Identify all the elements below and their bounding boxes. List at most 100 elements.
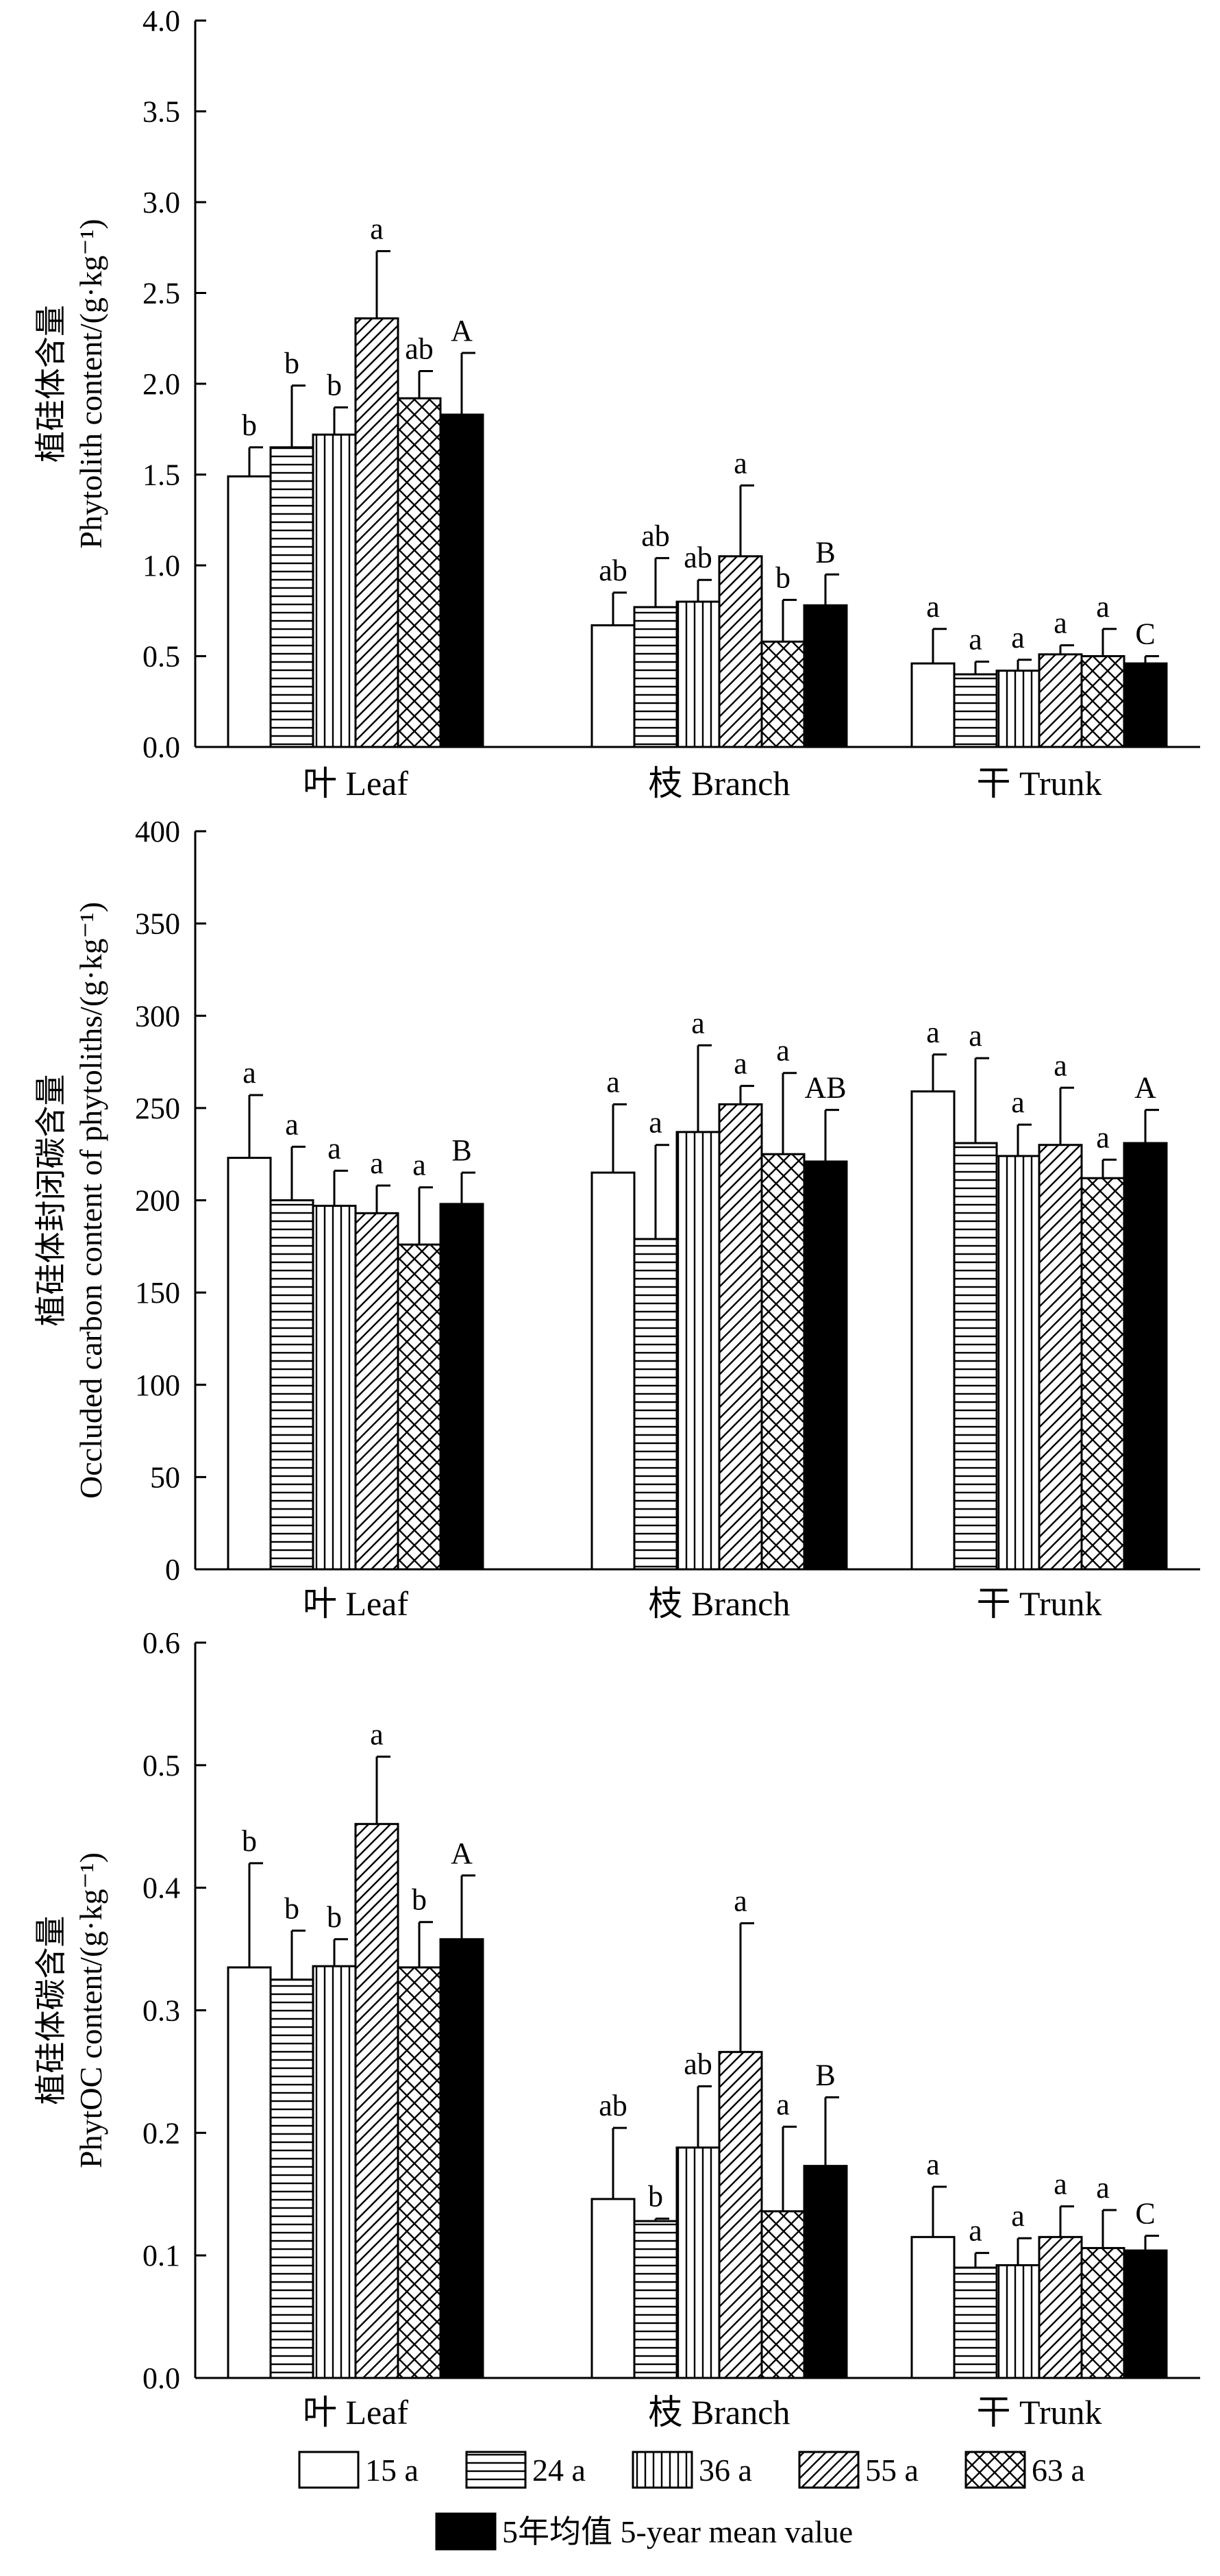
legend-item: 55 a bbox=[798, 2451, 919, 2489]
category-label: 叶 Leaf bbox=[303, 1584, 408, 1623]
significance-label: a bbox=[734, 1047, 747, 1081]
significance-label: b bbox=[775, 561, 790, 594]
category-label: 叶 Leaf bbox=[303, 764, 408, 802]
bar bbox=[1080, 655, 1125, 748]
bar bbox=[590, 1171, 636, 1571]
bar bbox=[718, 555, 763, 748]
legend-label: 63 a bbox=[1032, 2453, 1085, 2488]
chart-panel-1: 0.0 0.5 1.0 1.5 2.0 2.5 3.0 3.5 4.0 植硅体含量 Phytolit… bbox=[34, 4, 1200, 802]
legend-label: 24 a bbox=[532, 2453, 586, 2488]
category-label: 干 Trunk bbox=[977, 2393, 1102, 2431]
bar bbox=[953, 2266, 998, 2379]
significance-label: a bbox=[926, 1016, 940, 1049]
bar bbox=[910, 1090, 956, 1571]
significance-label: a bbox=[969, 2214, 982, 2248]
legend-swatch bbox=[435, 2512, 497, 2551]
significance-label: b bbox=[284, 347, 299, 380]
significance-label: B bbox=[451, 1133, 471, 1167]
bar bbox=[397, 1966, 442, 2379]
y-tick-label: 0.3 bbox=[142, 1994, 180, 2028]
bar bbox=[675, 1131, 721, 1571]
bar bbox=[675, 600, 721, 748]
bar bbox=[760, 1153, 806, 1571]
bar bbox=[675, 2146, 721, 2379]
y-tick-label: 0.5 bbox=[142, 640, 180, 674]
significance-label: A bbox=[451, 1837, 473, 1870]
bar bbox=[1038, 653, 1083, 748]
significance-label: a bbox=[649, 1106, 662, 1140]
bar bbox=[1080, 2246, 1125, 2379]
bar bbox=[312, 433, 357, 748]
y-tick-label: 200 bbox=[135, 1184, 180, 1218]
significance-label: b bbox=[242, 1824, 257, 1858]
y-axis-label-cn: 植硅体含量 bbox=[34, 305, 69, 463]
significance-label: a bbox=[776, 2087, 790, 2121]
significance-label: a bbox=[734, 446, 747, 480]
significance-label: b bbox=[327, 368, 342, 402]
significance-label: a bbox=[1054, 2168, 1067, 2201]
significance-label: a bbox=[1096, 1120, 1110, 1154]
legend-swatch bbox=[298, 2451, 360, 2489]
significance-label: a bbox=[412, 1149, 426, 1182]
category-label: 枝 Branch bbox=[649, 2393, 790, 2431]
bar bbox=[397, 1243, 442, 1571]
y-axis-label-en: Phytolith content/(g·kg⁻¹) bbox=[73, 219, 108, 548]
y-tick-label: 0.0 bbox=[142, 2362, 180, 2395]
significance-label: ab bbox=[599, 554, 627, 587]
significance-label: AB bbox=[804, 1071, 846, 1105]
chart-panel-2: 0 50 100 150 200 250 300 350 400 植硅体封闭碳含量 Occluded… bbox=[34, 815, 1200, 1623]
legend-label: 5年均值 5-year mean value bbox=[502, 2514, 853, 2549]
legend: 15 a 24 a 36 a 55 a 63 a 5年均值 5-year mean val… bbox=[298, 2451, 1085, 2551]
bar bbox=[269, 446, 314, 748]
y-axis-label-en: PhytOC content/(g·kg⁻¹) bbox=[73, 1852, 108, 2168]
legend-item: 15 a bbox=[298, 2451, 419, 2489]
significance-label: b bbox=[648, 2180, 663, 2213]
significance-label: C bbox=[1135, 617, 1155, 651]
significance-label: a bbox=[370, 1717, 384, 1751]
category-label: 叶 Leaf bbox=[303, 2393, 408, 2431]
bar bbox=[1123, 2249, 1168, 2379]
y-tick-label: 3.0 bbox=[142, 186, 180, 219]
y-tick-label: 0.6 bbox=[142, 1626, 180, 1660]
significance-label: A bbox=[1134, 1071, 1156, 1105]
y-tick-label: 1.0 bbox=[142, 549, 180, 582]
bar bbox=[995, 1155, 1041, 1571]
bar bbox=[910, 2235, 956, 2379]
y-tick-label: 100 bbox=[135, 1369, 180, 1402]
bar bbox=[269, 1978, 314, 2379]
y-tick-label: 50 bbox=[150, 1460, 180, 1494]
y-tick-label: 250 bbox=[135, 1092, 180, 1125]
y-tick-label: 300 bbox=[135, 999, 180, 1033]
significance-label: a bbox=[691, 1006, 705, 1040]
significance-label: a bbox=[1096, 590, 1110, 624]
significance-label: a bbox=[327, 1131, 341, 1165]
bar bbox=[1123, 1142, 1168, 1571]
bar bbox=[439, 1938, 484, 2379]
y-tick-label: 3.5 bbox=[142, 95, 180, 129]
significance-label: a bbox=[606, 1065, 620, 1099]
significance-label: a bbox=[969, 622, 982, 656]
bar bbox=[633, 1238, 678, 1571]
bar bbox=[803, 1160, 848, 1571]
legend-label: 15 a bbox=[365, 2453, 419, 2488]
legend-label: 55 a bbox=[865, 2453, 919, 2488]
bar bbox=[633, 2220, 678, 2379]
legend-swatch bbox=[632, 2451, 693, 2489]
bar bbox=[227, 475, 272, 748]
significance-label: C bbox=[1135, 2197, 1155, 2231]
y-tick-label: 0 bbox=[165, 1553, 180, 1586]
bar bbox=[439, 413, 484, 748]
significance-label: a bbox=[242, 1056, 256, 1090]
bar bbox=[910, 662, 956, 748]
significance-label: b bbox=[284, 1891, 299, 1925]
y-tick-label: 0.5 bbox=[142, 1749, 180, 1782]
legend-item: 63 a bbox=[964, 2451, 1085, 2489]
y-tick-label: 4.0 bbox=[142, 4, 180, 38]
y-tick-label: 350 bbox=[135, 907, 180, 941]
significance-label: a bbox=[1054, 606, 1067, 640]
bar bbox=[760, 640, 806, 748]
legend-item: 36 a bbox=[632, 2451, 752, 2489]
legend-item: 24 a bbox=[465, 2451, 586, 2489]
bar bbox=[953, 673, 998, 748]
